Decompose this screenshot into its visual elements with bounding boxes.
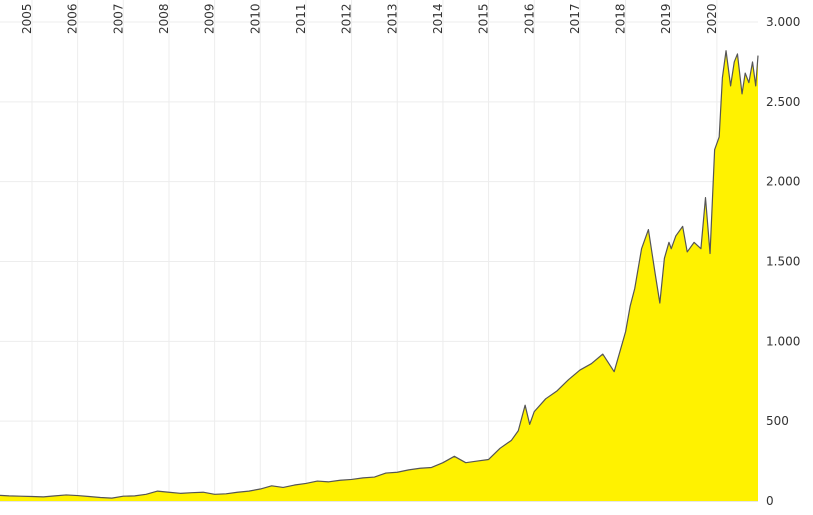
y-axis-labels: 0 500 1.000 1.500 2.000 2.500 3.000 bbox=[766, 15, 800, 508]
y-tick-label: 1.500 bbox=[766, 255, 800, 269]
y-tick-label: 0 bbox=[766, 494, 774, 508]
x-tick-label: 2007 bbox=[111, 3, 125, 34]
x-tick-label: 2020 bbox=[705, 3, 719, 34]
x-tick-label: 2012 bbox=[340, 3, 354, 34]
x-axis-labels: 2005 2006 2007 2008 2009 2010 2011 2012 2013 2014… bbox=[20, 3, 719, 34]
area-fill bbox=[0, 50, 758, 502]
x-tick-label: 2017 bbox=[568, 3, 582, 34]
x-tick-label: 2011 bbox=[294, 3, 308, 34]
y-tick-label: 2.000 bbox=[766, 175, 800, 189]
y-tick-label: 3.000 bbox=[766, 15, 800, 29]
x-tick-label: 2010 bbox=[248, 3, 262, 34]
y-tick-label: 500 bbox=[766, 414, 789, 428]
x-tick-label: 2019 bbox=[659, 3, 673, 34]
area-layer bbox=[0, 50, 759, 502]
series-line bbox=[0, 50, 759, 499]
x-tick-label: 2006 bbox=[66, 3, 80, 34]
x-tick-label: 2013 bbox=[385, 3, 399, 34]
x-tick-label: 2014 bbox=[431, 3, 445, 34]
y-tick-label: 1.000 bbox=[766, 334, 800, 348]
x-tick-label: 2009 bbox=[203, 3, 217, 34]
y-tick-label: 2.500 bbox=[766, 95, 800, 109]
x-tick-label: 2015 bbox=[477, 3, 491, 34]
x-tick-label: 2008 bbox=[157, 3, 171, 34]
x-tick-label: 2018 bbox=[614, 3, 628, 34]
x-tick-label: 2005 bbox=[20, 3, 34, 34]
x-tick-label: 2016 bbox=[522, 3, 536, 34]
